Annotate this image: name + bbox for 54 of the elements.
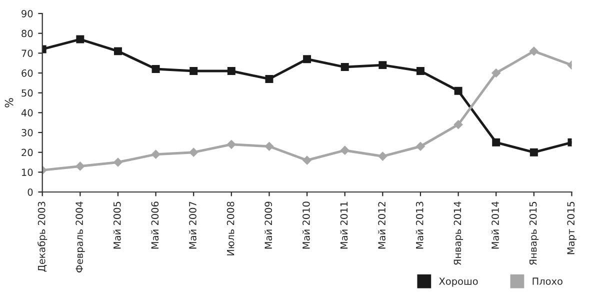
- y-tick-label: 90: [22, 10, 33, 18]
- point: [378, 61, 387, 70]
- x-tick-label: Май 2007: [188, 202, 196, 249]
- point: [190, 67, 198, 76]
- y-axis-title: %: [4, 98, 14, 108]
- point: [76, 35, 84, 44]
- y-tick-label: 30: [22, 128, 33, 136]
- point: [265, 74, 274, 83]
- y-tick-label: 50: [22, 89, 33, 97]
- point: [454, 120, 463, 130]
- x-tick-label: Февраль 2004: [76, 202, 85, 272]
- x-tick-label: Май 2014: [491, 202, 499, 249]
- point: [264, 142, 274, 151]
- x-tick-label: Июль 2008: [226, 202, 234, 256]
- x-tick-label: Май 2013: [416, 202, 424, 249]
- point: [189, 148, 198, 157]
- y-tick-label: 0: [28, 188, 33, 196]
- point: [152, 65, 160, 74]
- point: [416, 142, 425, 151]
- x-tick-label: Январь 2015: [529, 202, 539, 265]
- point: [226, 140, 236, 149]
- x-tick-label: Май 2011: [340, 202, 348, 249]
- x-tick-label: Май 2010: [302, 202, 310, 249]
- point: [530, 148, 538, 156]
- point: [416, 67, 424, 76]
- x-tick-label: Май 2006: [151, 202, 159, 249]
- point: [114, 47, 122, 56]
- legend-label: Хорошо: [439, 278, 478, 287]
- x-tick-label: Май 2005: [113, 202, 121, 249]
- y-tick-label: 60: [22, 69, 33, 77]
- point: [492, 138, 500, 146]
- point: [529, 46, 538, 56]
- point: [303, 55, 312, 64]
- point: [378, 152, 388, 161]
- x-tick-label: Декабрь 2003: [38, 202, 48, 272]
- point: [340, 63, 349, 72]
- point: [454, 86, 462, 95]
- y-tick-label: 70: [22, 50, 33, 57]
- y-tick-label: 40: [21, 109, 33, 116]
- point: [227, 67, 236, 76]
- y-tick-label: 20: [22, 148, 33, 156]
- point: [492, 68, 501, 78]
- x-tick-label: Май 2012: [378, 202, 386, 249]
- x-tick-label: Январь 2014: [454, 202, 463, 265]
- point: [114, 158, 122, 167]
- x-tick-label: Май 2009: [264, 202, 272, 249]
- point: [76, 162, 85, 171]
- y-tick-label: 10: [22, 168, 33, 176]
- point: [151, 150, 160, 159]
- legend-label: Плохо: [532, 278, 562, 285]
- y-tick-label: 80: [22, 30, 33, 38]
- point: [340, 146, 350, 155]
- x-tick-label: Март 2015: [567, 202, 576, 254]
- point: [302, 156, 312, 165]
